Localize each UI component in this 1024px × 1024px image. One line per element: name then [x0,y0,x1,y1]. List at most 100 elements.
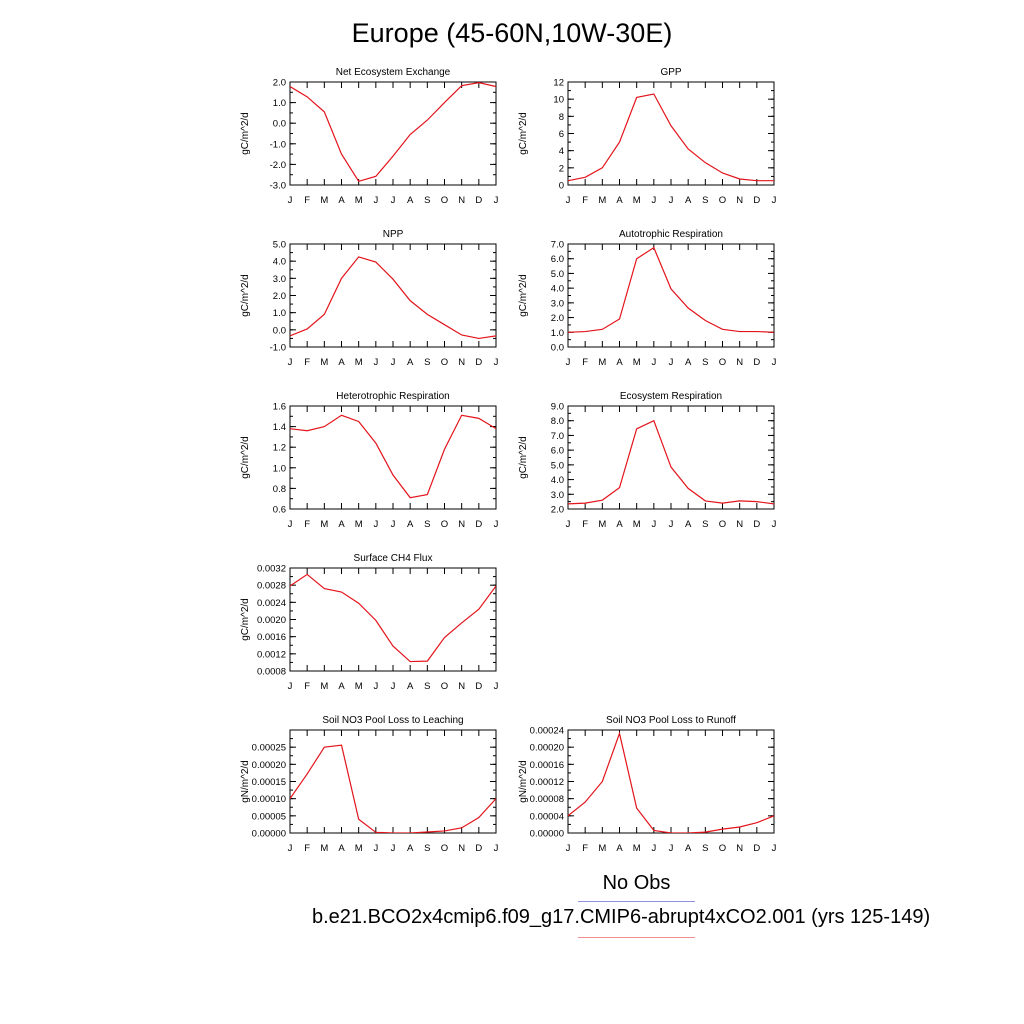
x-tick-label: S [424,195,430,206]
y-tick-label: 5.0 [273,240,286,251]
x-tick-label: A [407,519,414,530]
x-tick-label: S [702,843,708,854]
x-tick-label: D [475,195,482,206]
y-tick-label: 4 [559,146,564,157]
x-tick-label: D [475,681,482,692]
y-tick-label: 1.0 [273,308,286,319]
x-tick-label: J [373,843,378,854]
x-tick-label: O [441,681,448,692]
x-tick-label: A [407,195,414,206]
x-tick-label: M [633,843,641,854]
x-tick-label: J [391,195,396,206]
y-tick-label: 0.00015 [252,777,286,788]
x-tick-label: J [651,195,656,206]
y-axis-label: gN/m^2/d [518,760,529,803]
x-tick-label: M [320,843,328,854]
y-tick-label: 7.0 [551,240,564,251]
x-tick-label: J [669,843,674,854]
x-tick-label: F [304,843,310,854]
chart-title: NPP [383,229,404,240]
x-tick-label: D [753,357,760,368]
y-tick-label: 6.0 [551,446,564,457]
x-tick-label: S [702,195,708,206]
x-tick-label: J [288,681,293,692]
x-tick-label: O [441,195,448,206]
chart-title: Surface CH4 Flux [354,553,433,564]
chart-title: Soil NO3 Pool Loss to Runoff [606,715,736,726]
x-tick-label: F [304,357,310,368]
x-tick-label: J [288,843,293,854]
y-tick-label: 4.0 [551,284,564,295]
y-tick-label: 4.0 [551,475,564,486]
y-axis-label: gC/m^2/d [240,598,251,641]
y-tick-label: 0.0 [551,343,564,354]
y-tick-label: 1.4 [273,422,286,433]
x-tick-label: A [338,195,345,206]
x-tick-label: F [582,843,588,854]
chart-title: Net Ecosystem Exchange [336,67,451,78]
x-tick-label: M [355,195,363,206]
y-tick-label: 2 [559,163,564,174]
y-tick-label: 0.0 [273,325,286,336]
chart-title: Heterotrophic Respiration [336,391,449,402]
x-tick-label: J [373,519,378,530]
x-tick-label: O [719,195,726,206]
legend-case-label: b.e21.BCO2x4cmip6.f09_g17.CMIP6-abrupt4x… [312,906,931,928]
x-tick-label: J [494,843,499,854]
y-tick-label: 1.0 [551,328,564,339]
chart-title: Soil NO3 Pool Loss to Leaching [322,715,463,726]
x-tick-label: A [616,843,623,854]
y-tick-label: 2.0 [273,78,286,89]
x-tick-label: J [288,195,293,206]
x-tick-label: J [494,681,499,692]
x-tick-label: A [338,357,345,368]
x-tick-label: N [458,681,465,692]
x-tick-label: A [407,357,414,368]
x-tick-label: J [566,519,571,530]
x-tick-label: M [320,357,328,368]
x-tick-label: J [772,519,777,530]
x-tick-label: D [475,357,482,368]
x-tick-label: M [598,357,606,368]
y-tick-label: 3.0 [551,490,564,501]
x-tick-label: J [373,357,378,368]
chart-panel: 9.08.07.06.05.04.03.02.0J F M A M J J A S O N D JEco… [518,391,777,530]
y-tick-label: 9.0 [551,402,564,413]
y-tick-label: 3.0 [551,298,564,309]
x-tick-label: F [582,357,588,368]
x-tick-label: N [736,519,743,530]
x-tick-label: J [373,195,378,206]
x-tick-label: J [772,195,777,206]
x-tick-label: J [651,357,656,368]
x-tick-label: J [494,357,499,368]
x-tick-label: M [320,195,328,206]
x-tick-label: J [391,843,396,854]
y-tick-label: 0.0008 [257,667,286,678]
y-tick-label: -2.0 [270,160,286,171]
x-tick-label: A [616,195,623,206]
x-tick-label: J [373,681,378,692]
y-tick-label: 0.00005 [252,811,286,822]
x-tick-label: N [736,357,743,368]
x-tick-label: J [669,357,674,368]
x-tick-label: A [685,195,692,206]
x-tick-label: O [719,843,726,854]
x-tick-label: M [598,843,606,854]
x-tick-label: M [633,195,641,206]
y-tick-label: 7.0 [551,431,564,442]
x-tick-label: J [494,519,499,530]
x-tick-label: S [424,843,430,854]
y-tick-label: 0.0020 [257,615,286,626]
x-tick-label: N [458,519,465,530]
y-tick-label: -3.0 [270,181,286,192]
x-tick-label: A [407,843,414,854]
y-axis-label: gC/m^2/d [518,274,529,317]
x-tick-label: S [702,357,708,368]
x-tick-label: J [772,357,777,368]
plot-frame [289,243,497,348]
x-tick-label: N [458,843,465,854]
y-tick-label: 2.0 [273,291,286,302]
x-tick-label: J [288,519,293,530]
